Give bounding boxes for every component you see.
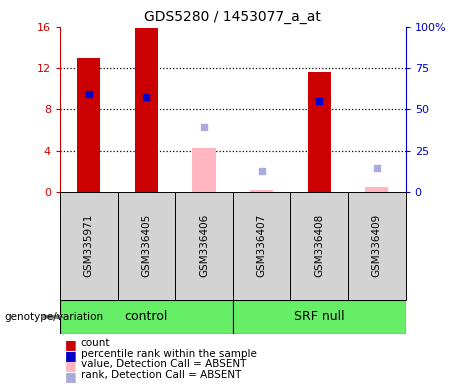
FancyBboxPatch shape (348, 192, 406, 300)
Text: GSM336406: GSM336406 (199, 214, 209, 277)
Text: GSM335971: GSM335971 (84, 214, 94, 278)
Text: percentile rank within the sample: percentile rank within the sample (81, 349, 257, 359)
Text: ■: ■ (65, 370, 76, 383)
Text: count: count (81, 338, 110, 348)
Title: GDS5280 / 1453077_a_at: GDS5280 / 1453077_a_at (144, 10, 321, 25)
Text: rank, Detection Call = ABSENT: rank, Detection Call = ABSENT (81, 370, 241, 380)
Text: ■: ■ (65, 359, 76, 372)
FancyBboxPatch shape (118, 192, 175, 300)
Point (373, 165, 381, 171)
Point (200, 124, 207, 130)
Text: GSM336407: GSM336407 (257, 214, 266, 277)
Point (85, 91, 92, 97)
Bar (135, 28, 158, 192)
Bar (365, 187, 388, 192)
Text: GSM336408: GSM336408 (314, 214, 324, 277)
Point (258, 168, 266, 174)
Text: ■: ■ (65, 349, 76, 362)
Text: genotype/variation: genotype/variation (5, 312, 104, 322)
Bar (193, 147, 216, 192)
FancyBboxPatch shape (233, 300, 406, 334)
Text: GSM336409: GSM336409 (372, 214, 382, 277)
Bar (250, 190, 273, 192)
Bar (308, 72, 331, 192)
Text: ■: ■ (65, 338, 76, 351)
Point (142, 94, 150, 100)
Text: value, Detection Call = ABSENT: value, Detection Call = ABSENT (81, 359, 246, 369)
Text: GSM336405: GSM336405 (142, 214, 151, 277)
Text: control: control (124, 310, 168, 323)
Point (315, 98, 323, 104)
FancyBboxPatch shape (290, 192, 348, 300)
FancyBboxPatch shape (233, 192, 290, 300)
Bar (77, 58, 100, 192)
FancyBboxPatch shape (60, 300, 233, 334)
FancyBboxPatch shape (175, 192, 233, 300)
FancyBboxPatch shape (60, 192, 118, 300)
Text: SRF null: SRF null (294, 310, 344, 323)
